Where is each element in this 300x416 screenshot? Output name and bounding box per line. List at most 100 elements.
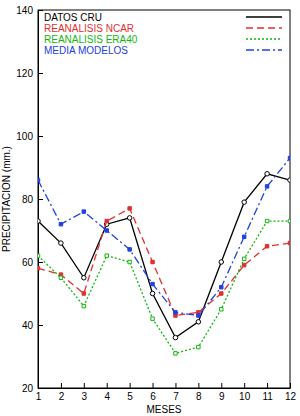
series-marker <box>59 241 64 246</box>
x-tick-label: 5 <box>127 391 133 402</box>
y-axis-title: PRECIPITACION (mm.) <box>1 146 12 252</box>
series-marker <box>288 178 290 183</box>
legend: DATOS CRUREANALISIS NCARREANALISIS ERA40… <box>44 12 282 56</box>
x-axis: 123456789101112 <box>36 383 297 402</box>
series-marker <box>265 245 268 248</box>
x-tick: 10 <box>239 383 251 402</box>
series-marker <box>82 292 85 295</box>
x-tick-label: 4 <box>104 391 110 402</box>
series-layer <box>38 156 290 355</box>
x-tick-label: 9 <box>219 391 225 402</box>
x-tick-mark <box>61 383 62 388</box>
series-marker <box>105 219 108 222</box>
series-marker <box>128 207 131 210</box>
x-tick-mark <box>130 383 131 388</box>
legend-entry: DATOS CRU <box>44 12 282 23</box>
series-marker <box>128 260 131 263</box>
plot: 12345678910111220406080100120140 <box>16 5 296 402</box>
y-tick-mark <box>38 10 43 11</box>
x-tick-mark <box>244 383 245 388</box>
series-marker <box>151 317 154 320</box>
y-tick-mark <box>38 73 43 74</box>
series-marker <box>220 292 223 295</box>
y-tick: 60 <box>22 257 43 268</box>
x-tick-label: 3 <box>82 391 88 402</box>
series-marker <box>265 219 268 222</box>
y-tick: 40 <box>22 320 43 331</box>
x-tick: 4 <box>104 383 110 402</box>
x-tick-label: 8 <box>196 391 202 402</box>
series-marker <box>105 254 108 257</box>
x-tick-label: 2 <box>59 391 65 402</box>
series-marker <box>38 267 40 270</box>
series-marker <box>288 219 290 222</box>
series-line <box>38 174 290 338</box>
x-tick-label: 12 <box>285 391 297 402</box>
series-marker <box>242 235 245 238</box>
series-marker <box>38 219 40 224</box>
x-tick-mark <box>290 383 291 388</box>
series-marker <box>265 185 268 188</box>
y-tick: 80 <box>22 194 43 205</box>
legend-label: REANALISIS NCAR <box>44 23 134 34</box>
series-marker <box>59 222 62 225</box>
series-line <box>38 221 290 353</box>
series-marker <box>82 210 85 213</box>
x-tick-label: 10 <box>239 391 251 402</box>
legend-swatch <box>246 27 282 28</box>
x-tick: 9 <box>219 383 225 402</box>
series-marker <box>82 304 85 307</box>
legend-label: MEDIA MODELOS <box>44 45 128 56</box>
x-tick: 6 <box>150 383 156 402</box>
y-tick: 100 <box>16 131 43 142</box>
y-tick-label: 20 <box>22 383 34 394</box>
x-tick: 5 <box>127 383 133 402</box>
series-marker <box>196 320 201 325</box>
series-marker <box>220 308 223 311</box>
series-marker <box>242 257 245 260</box>
series-marker <box>242 200 247 205</box>
x-tick: 8 <box>196 383 202 402</box>
series-marker <box>242 263 245 266</box>
series-marker <box>288 241 290 244</box>
series-marker <box>197 314 200 317</box>
y-axis: 20 40 60 80 100 120 140 <box>16 5 43 394</box>
y-tick-mark <box>38 262 43 263</box>
series-marker <box>38 178 40 181</box>
y-tick: 20 <box>22 383 43 394</box>
y-tick: 120 <box>16 68 43 79</box>
series-marker <box>288 156 290 159</box>
series-marker <box>59 276 62 279</box>
legend-swatch <box>246 16 282 17</box>
x-tick: 11 <box>262 383 273 402</box>
y-tick-mark <box>38 136 43 137</box>
plot-frame <box>38 10 290 388</box>
series-marker <box>173 335 178 340</box>
x-tick-label: 1 <box>36 391 42 402</box>
x-tick: 12 <box>285 383 297 402</box>
x-axis-line <box>39 388 291 389</box>
y-tick-mark <box>38 199 43 200</box>
series-marker <box>105 229 108 232</box>
x-tick-label: 11 <box>262 391 273 402</box>
x-tick-label: 6 <box>150 391 156 402</box>
y-tick: 140 <box>16 5 43 16</box>
legend-label: DATOS CRU <box>44 12 102 23</box>
series-line <box>38 208 290 315</box>
x-tick-mark <box>153 383 154 388</box>
legend-swatch <box>246 49 282 50</box>
legend-label: REANALISIS ERA40 <box>44 34 138 45</box>
x-tick-mark <box>175 383 176 388</box>
series-marker <box>127 216 132 221</box>
y-tick-label: 80 <box>22 194 34 205</box>
series-line <box>38 158 290 315</box>
series-marker <box>265 172 270 177</box>
legend-entry: REANALISIS NCAR <box>44 23 282 34</box>
x-tick-mark <box>107 383 108 388</box>
legend-entry: REANALISIS ERA40 <box>44 34 282 45</box>
x-tick: 3 <box>82 383 88 402</box>
series-marker <box>150 291 155 296</box>
y-tick-mark <box>38 388 43 389</box>
series-marker <box>151 260 154 263</box>
y-tick-label: 120 <box>16 68 33 79</box>
